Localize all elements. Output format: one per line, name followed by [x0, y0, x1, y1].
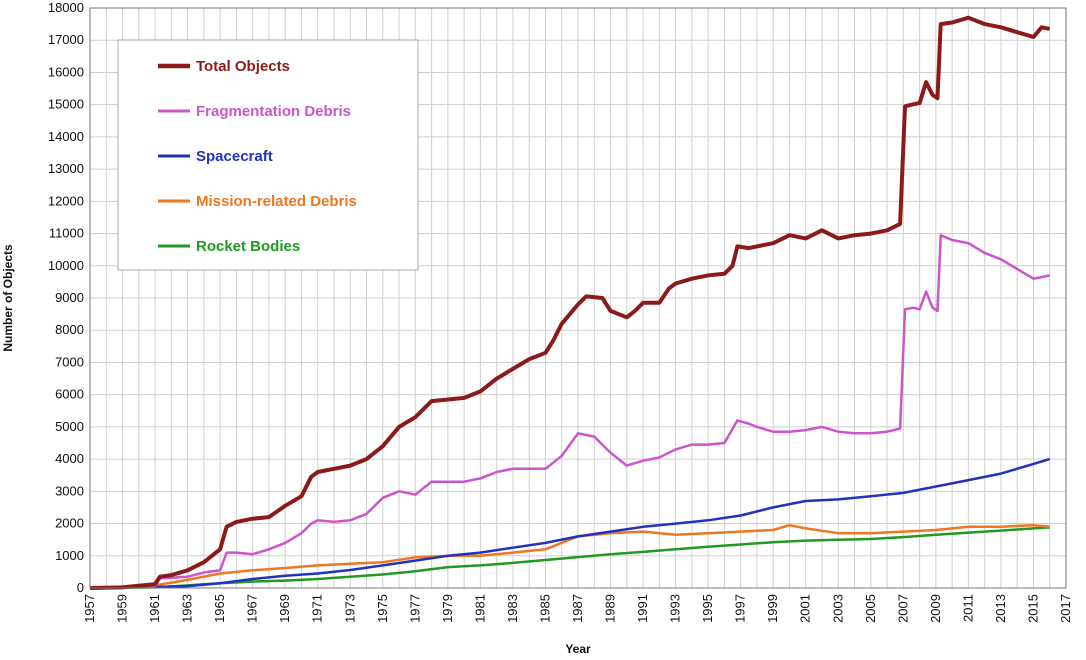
- x-tick-label: 2003: [830, 594, 845, 623]
- x-tick-label: 1961: [147, 594, 162, 623]
- x-axis-title: Year: [565, 642, 591, 656]
- y-tick-label: 17000: [48, 32, 84, 47]
- y-tick-label: 11000: [49, 226, 84, 241]
- y-tick-label: 16000: [48, 64, 84, 79]
- legend-label-mission-related-debris: Mission-related Debris: [196, 193, 357, 210]
- x-tick-label: 1969: [277, 594, 292, 623]
- x-tick-label: 2009: [928, 594, 943, 623]
- x-tick-label: 1967: [245, 594, 260, 623]
- legend-label-spacecraft: Spacecraft: [196, 148, 273, 165]
- series-line-mission-related-debris: [89, 523, 1050, 590]
- x-tick-label: 2005: [863, 594, 878, 623]
- x-tick-label: 1971: [310, 594, 325, 623]
- y-tick-label: 8000: [55, 322, 84, 337]
- x-tick-label: 1981: [472, 594, 487, 623]
- legend: Total Objects Fragmentation Debris Spacecr…: [117, 39, 419, 271]
- x-tick-label: 2013: [993, 594, 1008, 623]
- x-tick-label: 1973: [342, 594, 357, 623]
- y-tick-label: 4000: [55, 451, 84, 466]
- x-tick-label: 1979: [440, 594, 455, 623]
- y-tick-label: 1000: [55, 548, 84, 563]
- y-axis-title: Number of Objects: [1, 244, 15, 352]
- x-axis-ticks: 1957 1959 1961 1963 1965 1967 1969 1971 1973 1975…: [82, 594, 1073, 623]
- y-tick-label: 5000: [55, 419, 84, 434]
- y-tick-label: 3000: [55, 483, 84, 498]
- x-tick-label: 1963: [180, 594, 195, 623]
- x-tick-label: 1993: [668, 594, 683, 623]
- legend-label-fragmentation-debris: Fragmentation Debris: [196, 103, 351, 120]
- y-tick-label: 6000: [55, 387, 84, 402]
- x-tick-label: 1959: [115, 594, 130, 623]
- x-tick-label: 1985: [537, 594, 552, 623]
- x-tick-label: 1991: [635, 594, 650, 623]
- y-tick-label: 14000: [48, 129, 84, 144]
- x-tick-label: 2007: [895, 594, 910, 623]
- x-tick-label: 1965: [212, 594, 227, 623]
- x-tick-label: 2001: [798, 594, 813, 623]
- x-tick-label: 1995: [700, 594, 715, 623]
- plot-border: [89, 7, 1067, 589]
- y-axis-ticks: 0 1000 2000 3000 4000 5000 6000 7000 8000 9000 100…: [48, 0, 84, 595]
- y-tick-label: 2000: [55, 516, 84, 531]
- x-tick-label: 1975: [375, 594, 390, 623]
- y-tick-label: 9000: [55, 290, 84, 305]
- x-tick-label: 2015: [1025, 594, 1040, 623]
- x-tick-label: 1957: [82, 594, 97, 623]
- legend-label-total-objects: Total Objects: [196, 58, 290, 75]
- series-line-total-objects: [89, 15, 1051, 590]
- y-tick-label: 12000: [48, 193, 84, 208]
- series-lines: [89, 15, 1051, 590]
- x-tick-label: 1977: [407, 594, 422, 623]
- x-tick-label: 1997: [733, 594, 748, 623]
- y-tick-label: 10000: [48, 258, 84, 273]
- x-tick-label: 1999: [765, 594, 780, 623]
- x-tick-label: 1987: [570, 594, 585, 623]
- y-tick-label: 7000: [55, 354, 84, 369]
- x-tick-label: 2011: [960, 594, 975, 622]
- x-tick-label: 2017: [1058, 594, 1073, 623]
- legend-label-rocket-bodies: Rocket Bodies: [196, 238, 300, 255]
- y-tick-label: 13000: [48, 161, 84, 176]
- y-tick-label: 18000: [48, 0, 84, 15]
- series-line-rocket-bodies: [89, 526, 1050, 590]
- x-tick-label: 1983: [505, 594, 520, 623]
- y-tick-label: 15000: [48, 97, 84, 112]
- series-line-spacecraft: [89, 457, 1051, 590]
- series-line-fragmentation-debris: [89, 233, 1050, 590]
- y-tick-label: 0: [77, 580, 84, 595]
- x-tick-label: 1989: [603, 594, 618, 623]
